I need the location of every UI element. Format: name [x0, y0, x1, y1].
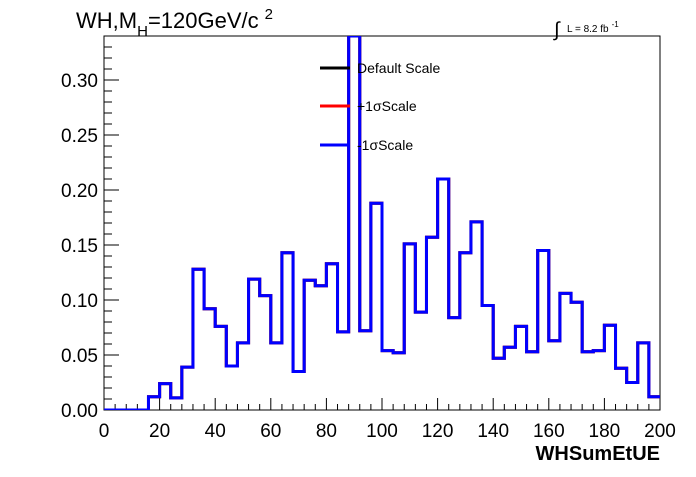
series-line-minus1sigma: [104, 36, 660, 410]
x-tick-label: 20: [149, 421, 170, 442]
legend-label-minus1sigma: -1σScale: [357, 137, 413, 153]
legend: Default Scale +1σScale -1σScale: [320, 60, 440, 153]
chart-title: WH,MH=120GeV/c 2: [76, 6, 273, 40]
luminosity-text: L = 8.2 fb: [567, 24, 609, 35]
x-tick-label: 200: [644, 421, 676, 442]
x-tick-label: 0: [99, 421, 110, 442]
y-tick-label: 0.00: [61, 401, 98, 422]
y-tick-label: 0.25: [61, 126, 98, 147]
y-tick-label: 0.15: [61, 236, 98, 257]
x-tick-label: 40: [205, 421, 226, 442]
luminosity-integral: ∫: [553, 19, 561, 41]
x-tick-label: 180: [589, 421, 621, 442]
x-tick-label: 60: [260, 421, 281, 442]
y-tick-label: 0.10: [61, 291, 98, 312]
luminosity-label: L = 8.2 fb -1: [567, 20, 619, 35]
luminosity-superscript: -1: [612, 20, 620, 29]
x-tick-label: 120: [422, 421, 454, 442]
title-main: WH,M: [76, 8, 137, 33]
y-tick-label: 0.05: [61, 346, 98, 367]
legend-label-default: Default Scale: [357, 60, 440, 76]
x-axis: 0 20 40 60 80 100 120 140 160 180 200: [99, 398, 676, 442]
title-subscript: H: [137, 23, 148, 40]
title-superscript: 2: [265, 6, 273, 23]
y-tick-label: 0.30: [61, 71, 98, 92]
legend-label-plus1sigma: +1σScale: [357, 98, 417, 114]
title-rest: =120GeV/c: [148, 8, 259, 33]
x-tick-label: 100: [366, 421, 398, 442]
y-axis: 0.00 0.05 0.10 0.15 0.20 0.25 0.30: [61, 46, 119, 422]
x-axis-title: WHSumEtUE: [536, 443, 660, 465]
x-tick-label: 140: [477, 421, 509, 442]
x-tick-label: 80: [316, 421, 337, 442]
y-tick-label: 0.20: [61, 181, 98, 202]
x-tick-label: 160: [533, 421, 565, 442]
series-layer: [104, 36, 660, 410]
